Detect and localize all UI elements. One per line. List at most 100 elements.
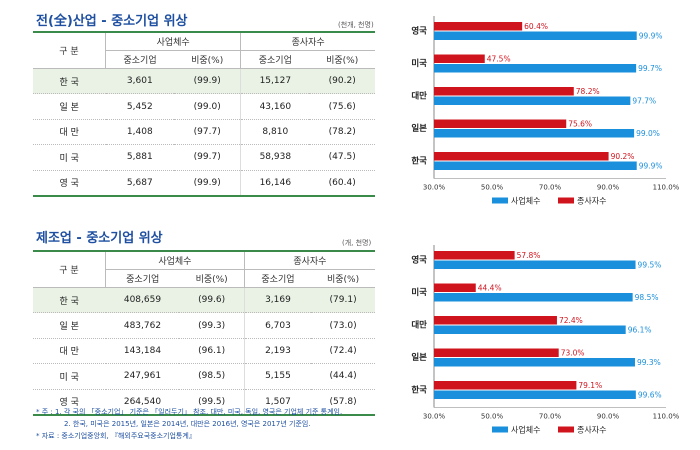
value-cell: 143,184 xyxy=(105,338,180,365)
table-row: 한 국 408,659 (99.6) 3,169 (79.1) xyxy=(33,287,375,314)
category-label: 일본 xyxy=(411,352,427,363)
data-label-employee: 47.5% xyxy=(487,55,511,64)
table-row: 일 본 483,762 (99.3) 6,703 (73.0) xyxy=(33,312,375,339)
category-label: 일본 xyxy=(411,123,427,134)
unit-label: (천개, 천명) xyxy=(338,21,374,29)
share-cell: (79.1) xyxy=(311,287,375,314)
x-tick-label: 110.0% xyxy=(653,413,680,421)
col-header-share: 비중(%) xyxy=(311,269,375,288)
country-cell: 미 국 xyxy=(33,363,106,390)
value-cell: 3,169 xyxy=(243,287,312,314)
value-cell: 5,881 xyxy=(105,144,175,171)
value-cell: 483,762 xyxy=(105,312,180,339)
table-row: 영 국 5,687 (99.9) 16,146 (60.4) xyxy=(33,170,375,197)
value-cell: 5,155 xyxy=(243,363,312,390)
data-label-business: 99.9% xyxy=(639,32,663,41)
row-header: 구 분 xyxy=(33,31,106,69)
data-label-business: 99.9% xyxy=(639,162,663,171)
country-cell: 미 국 xyxy=(33,144,106,171)
share-cell: (96.1) xyxy=(179,338,245,365)
country-cell: 일 본 xyxy=(33,312,106,339)
bar-employee xyxy=(434,54,485,63)
data-label-employee: 73.0% xyxy=(561,349,585,358)
bar-employee xyxy=(434,22,523,31)
col-header-sme: 중소기업 xyxy=(240,50,310,69)
source-note: * 자료 : 중소기업중앙회, 『해외주요국중소기업통계』 xyxy=(36,432,196,440)
country-cell: 영 국 xyxy=(33,389,106,416)
table-row: 미 국 5,881 (99.7) 58,938 (47.5) xyxy=(33,144,375,171)
bar-business xyxy=(434,293,633,302)
share-cell: (99.3) xyxy=(179,312,245,339)
bar-business xyxy=(434,129,635,138)
value-cell: 408,659 xyxy=(105,287,180,314)
data-label-employee: 44.4% xyxy=(478,284,502,293)
col-header-sme: 중소기업 xyxy=(243,269,312,288)
table-row: 한 국 3,601 (99.9) 15,127 (90.2) xyxy=(33,68,375,95)
value-cell: 5,687 xyxy=(105,170,175,197)
country-cell: 대 만 xyxy=(33,338,106,365)
col-header-sme: 중소기업 xyxy=(105,269,180,288)
category-label: 영국 xyxy=(411,26,427,37)
category-label: 영국 xyxy=(411,255,427,266)
bar-business xyxy=(434,325,626,334)
table-row: 대 만 143,184 (96.1) 2,193 (72.4) xyxy=(33,338,375,365)
share-cell: (98.5) xyxy=(179,363,245,390)
col-header-share: 비중(%) xyxy=(179,269,245,288)
country-cell: 한 국 xyxy=(33,287,106,314)
data-label-employee: 78.2% xyxy=(576,87,600,96)
table-row: 일 본 5,452 (99.0) 43,160 (75.6) xyxy=(33,93,375,120)
group-header-employee: 종사자수 xyxy=(243,250,375,270)
country-cell: 한 국 xyxy=(33,68,106,95)
data-label-business: 97.7% xyxy=(632,97,656,106)
bar-business xyxy=(434,64,637,73)
bar-business xyxy=(434,358,635,367)
share-cell: (99.6) xyxy=(179,287,245,314)
table-row: 미 국 247,961 (98.5) 5,155 (44.4) xyxy=(33,363,375,390)
value-cell: 3,601 xyxy=(105,68,175,95)
footnote-line: * 주 : 1. 각 국의 「중소기업」 기준은 「일러두기」 참조, 대만, … xyxy=(36,408,343,416)
bar-employee xyxy=(434,348,559,357)
bar-business xyxy=(434,31,637,40)
data-label-employee: 60.4% xyxy=(524,22,548,31)
data-label-business: 99.7% xyxy=(638,64,662,73)
col-header-sme: 중소기업 xyxy=(105,50,175,69)
category-label: 대만 xyxy=(411,320,427,331)
group-header-business: 사업체수 xyxy=(104,31,241,51)
footnotes: * 주 : 1. 각 국의 「중소기업」 기준은 「일러두기」 참조, 대만, … xyxy=(36,406,342,442)
value-cell: 16,146 xyxy=(240,170,310,197)
table-row: 대 만 1,408 (97.7) 8,810 (78.2) xyxy=(33,119,375,146)
x-tick-label: 70.0% xyxy=(539,184,562,192)
table-row: 영 국 264,540 (99.5) 1,507 (57.8) xyxy=(33,389,375,416)
data-label-business: 99.3% xyxy=(637,358,661,367)
value-cell: 264,540 xyxy=(105,389,180,416)
data-table-manufacturing: 구 분 사업체수 종사자수 중소기업 비중(%) 중소기업 비중(%) 한 국 … xyxy=(33,250,375,416)
x-tick-label: 90.0% xyxy=(597,413,620,421)
country-cell: 일 본 xyxy=(33,93,106,120)
share-cell: (73.0) xyxy=(311,312,375,339)
share-cell: (78.2) xyxy=(309,119,375,146)
data-table-all-industry: 구 분 사업체수 종사자수 중소기업 비중(%) 중소기업 비중(%) 한 국 … xyxy=(33,31,375,197)
col-header-share: 비중(%) xyxy=(174,50,241,69)
unit-label: (개, 천명) xyxy=(342,239,372,247)
category-label: 한국 xyxy=(411,156,427,167)
share-cell: (99.7) xyxy=(174,144,241,171)
share-cell: (99.5) xyxy=(179,389,245,416)
country-cell: 대 만 xyxy=(33,119,106,146)
share-cell: (72.4) xyxy=(311,338,375,365)
value-cell: 8,810 xyxy=(240,119,310,146)
legend-label-business: 사업체수 xyxy=(511,425,540,435)
category-label: 대만 xyxy=(411,91,427,102)
share-cell: (99.9) xyxy=(174,68,241,95)
data-label-business: 99.0% xyxy=(636,129,660,138)
value-cell: 6,703 xyxy=(243,312,312,339)
value-cell: 58,938 xyxy=(240,144,310,171)
country-cell: 영 국 xyxy=(33,170,106,197)
category-label: 한국 xyxy=(411,385,427,396)
share-cell: (97.7) xyxy=(174,119,241,146)
share-cell: (90.2) xyxy=(309,68,375,95)
legend-swatch-employee xyxy=(558,426,574,433)
x-tick-label: 30.0% xyxy=(423,413,446,421)
bar-employee xyxy=(434,251,515,260)
group-header-business: 사업체수 xyxy=(105,250,245,270)
data-label-business: 96.1% xyxy=(628,326,652,335)
